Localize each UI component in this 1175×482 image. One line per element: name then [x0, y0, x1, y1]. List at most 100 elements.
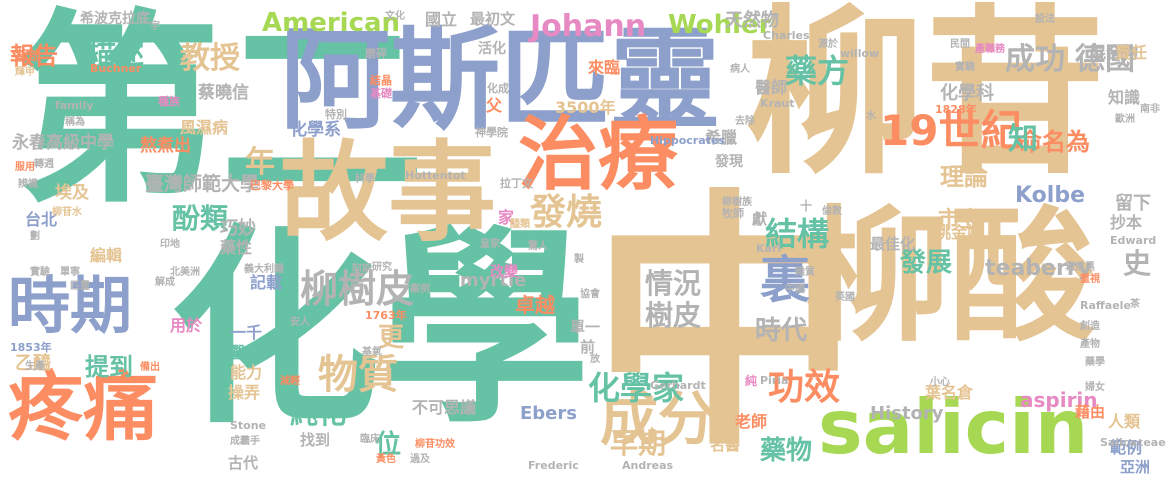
- cloud-word: 古代: [228, 454, 259, 472]
- cloud-word: 科學: [355, 174, 375, 185]
- cloud-word: Ebers: [520, 403, 577, 424]
- cloud-word: 前: [580, 338, 596, 356]
- cloud-word: 命名為: [1018, 128, 1090, 156]
- cloud-word: 成分: [600, 385, 717, 453]
- cloud-word: 磨碎: [365, 47, 387, 60]
- cloud-word: 產物: [1080, 339, 1100, 350]
- cloud-word: 黃色: [376, 454, 396, 465]
- cloud-word: 過及: [410, 454, 430, 465]
- cloud-word: 父: [486, 96, 503, 115]
- cloud-word: 理論: [940, 163, 988, 191]
- cloud-word: 純化: [290, 397, 347, 430]
- cloud-word: 範例: [1110, 438, 1143, 457]
- cloud-word: 劃: [30, 231, 40, 242]
- cloud-word: 皇家: [480, 239, 500, 250]
- cloud-word: 巴黎大學: [250, 179, 294, 192]
- cloud-word: 樹皮: [645, 299, 702, 332]
- cloud-word: 結晶: [370, 74, 392, 87]
- cloud-word: 埃及: [55, 183, 89, 203]
- cloud-word: 柳酸: [805, 193, 1095, 362]
- cloud-word: 單一: [570, 318, 601, 336]
- cloud-word: 阿斯匹靈: [280, 16, 720, 144]
- cloud-word: 歐洲: [1115, 114, 1135, 125]
- cloud-word: 化成: [487, 82, 509, 95]
- cloud-word: 功效: [768, 367, 841, 408]
- cloud-word: 乙醯: [15, 353, 51, 374]
- cloud-word: 化學科: [940, 83, 994, 104]
- cloud-word: 疼痛: [8, 363, 159, 451]
- cloud-word: 源於: [818, 39, 838, 50]
- cloud-word: 找到: [300, 431, 331, 449]
- cloud-word: 水: [866, 111, 876, 122]
- cloud-word: 一千: [230, 323, 263, 342]
- cloud-word: 故事: [280, 131, 497, 256]
- cloud-word: 備出: [140, 362, 160, 373]
- cloud-word: 葉名倉: [925, 383, 974, 402]
- cloud-word: 匹靈: [70, 281, 90, 292]
- cloud-word: 化學系: [290, 120, 341, 140]
- cloud-word: 責任: [1115, 43, 1148, 62]
- cloud-word: 市立: [938, 208, 983, 233]
- cloud-word: 永春高級中學: [12, 133, 114, 153]
- cloud-word: Edward: [1110, 234, 1157, 247]
- cloud-word: 發現: [715, 154, 743, 170]
- cloud-word: 創造: [1080, 321, 1100, 332]
- cloud-word: 更: [378, 323, 405, 353]
- cloud-word: Johann: [530, 9, 647, 44]
- cloud-word: 早期: [610, 427, 667, 460]
- cloud-word: 實驗: [955, 62, 975, 73]
- cloud-word: 能力: [230, 363, 263, 382]
- cloud-word: 化學家: [588, 369, 685, 407]
- cloud-word: 單寧: [60, 267, 80, 278]
- cloud-word: 令: [1050, 94, 1063, 108]
- cloud-word: 位: [375, 430, 402, 460]
- cloud-word: 整發表: [1032, 106, 1062, 117]
- cloud-word: 教授: [180, 41, 240, 76]
- cloud-word: 裏: [760, 251, 810, 309]
- cloud-word: 寫尼黑: [1065, 262, 1095, 273]
- cloud-word: Hottentot: [405, 169, 466, 182]
- cloud-word: Frederic: [528, 459, 579, 472]
- cloud-word: 特別: [325, 108, 347, 121]
- cloud-word: 藥性: [220, 238, 253, 257]
- cloud-word: family: [55, 99, 94, 112]
- cloud-word: Stone: [230, 419, 267, 432]
- cloud-word: 描述: [88, 37, 145, 70]
- cloud-word: 名醫: [710, 436, 741, 454]
- cloud-word: Kraut: [760, 97, 795, 110]
- cloud-word: 民間: [950, 39, 970, 50]
- cloud-word: 最初文: [470, 10, 516, 28]
- cloud-word: 英國: [835, 292, 855, 303]
- cloud-word: 風濕病: [180, 118, 229, 137]
- cloud-word: 減輕: [280, 376, 300, 387]
- cloud-word: 臺灣師範大學: [145, 173, 260, 195]
- cloud-word: 藥學: [1085, 357, 1105, 368]
- cloud-word: 純: [745, 374, 758, 388]
- cloud-word: salicin: [818, 383, 1089, 471]
- cloud-word: willow: [840, 47, 880, 60]
- cloud-word: 第二: [15, 0, 425, 231]
- cloud-word: 柳苷水: [52, 207, 82, 218]
- cloud-word: 拉丁文: [500, 177, 533, 190]
- cloud-word: 蔡曉信: [198, 83, 249, 103]
- cloud-word: 中國: [785, 284, 805, 295]
- cloud-word: 放: [590, 354, 600, 365]
- cloud-word: myrtle: [460, 270, 527, 291]
- cloud-word: 台北: [25, 210, 58, 229]
- cloud-word: Wohler: [668, 10, 772, 40]
- cloud-word: 巧妙: [220, 218, 256, 239]
- cloud-word: Gerhardt: [650, 379, 706, 392]
- cloud-word: 驚人: [528, 241, 548, 252]
- cloud-word: 希臘: [705, 128, 738, 147]
- cloud-word: 成功: [1005, 42, 1065, 77]
- cloud-word: Salicaceae: [1100, 436, 1166, 449]
- cloud-word: 實驗: [30, 267, 50, 278]
- cloud-word: 阿斯: [352, 264, 372, 275]
- cloud-word: 義大利籍: [244, 264, 284, 275]
- cloud-word: 最佳化: [870, 235, 916, 253]
- cloud-word: 熬煮出: [140, 136, 191, 156]
- cloud-word: 婦女: [1085, 382, 1105, 393]
- cloud-word: American: [262, 8, 401, 38]
- cloud-word: 天然物: [725, 10, 779, 31]
